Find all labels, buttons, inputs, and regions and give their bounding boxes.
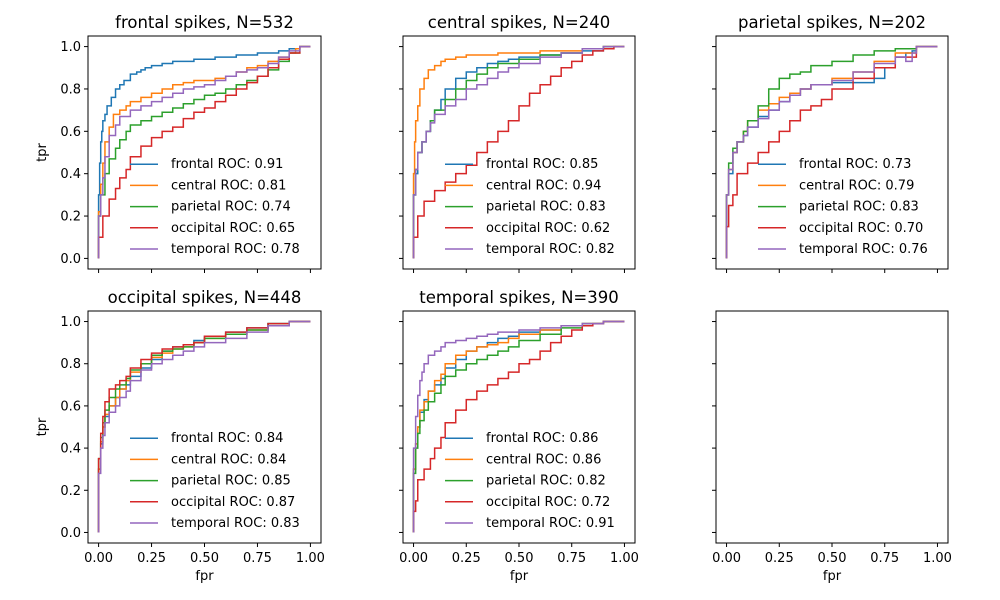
roc-curve-temporal: [725, 45, 938, 259]
legend: frontal ROC: 0.73 central ROC: 0.79 pariet…: [758, 157, 928, 257]
roc-curve-central: [412, 320, 625, 533]
legend: frontal ROC: 0.86 central ROC: 0.86 pariet…: [445, 431, 615, 531]
x-axis-label: fpr: [195, 569, 214, 584]
legend-entry-temporal: temporal ROC: 0.83: [171, 516, 300, 531]
y-tick-label: 0.6: [60, 125, 81, 140]
subplot-5: 0.00 0.25 0.50 0.75 1.00 temporal spikes, N=3…: [399, 288, 639, 584]
x-tick-label: 0.50: [818, 551, 847, 566]
series-group: [97, 45, 311, 259]
y-axis-label: tpr: [35, 143, 50, 162]
y-tick-label: 0.0: [60, 252, 81, 267]
series-group: [412, 320, 625, 533]
legend-entry-frontal: frontal ROC: 0.73: [799, 157, 911, 172]
legend-entry-central: central ROC: 0.86: [486, 452, 601, 467]
roc-curve-parietal: [412, 320, 625, 533]
y-tick-label: 0.8: [60, 82, 81, 97]
legend-entry-central: central ROC: 0.79: [799, 178, 914, 193]
legend: frontal ROC: 0.85 central ROC: 0.94 pariet…: [445, 157, 615, 257]
x-tick-label: 0.00: [712, 551, 741, 566]
roc-curve-frontal: [97, 45, 311, 259]
roc-curve-occipital: [412, 320, 625, 533]
x-tick-label: 0.75: [870, 551, 899, 566]
subplot-1: 0.0 0.2 0.4 0.6 0.8 1.0 frontal spikes, N=532 t…: [35, 13, 322, 273]
roc-curve-occipital: [97, 45, 311, 259]
y-tick-label: 0.2: [60, 484, 81, 499]
x-tick-label: 0.75: [243, 551, 272, 566]
y-tick-label: 0.8: [60, 357, 81, 372]
x-tick-label: 0.50: [505, 551, 534, 566]
y-tick-label: 0.4: [60, 167, 81, 182]
x-tick-label: 1.00: [296, 551, 325, 566]
legend-entry-occipital: occipital ROC: 0.87: [171, 495, 295, 510]
legend-entry-parietal: parietal ROC: 0.82: [486, 474, 606, 489]
legend-entry-frontal: frontal ROC: 0.84: [171, 431, 283, 446]
x-tick-label: 1.00: [923, 551, 952, 566]
roc-curve-central: [412, 45, 625, 259]
y-tick-label: 1.0: [60, 40, 81, 55]
legend-entry-occipital: occipital ROC: 0.62: [486, 221, 610, 236]
legend-entry-parietal: parietal ROC: 0.83: [486, 200, 606, 215]
series-group: [97, 320, 311, 533]
legend-entry-temporal: temporal ROC: 0.91: [486, 516, 615, 531]
axes-frame: [715, 310, 949, 544]
y-tick-label: 0.4: [60, 442, 81, 457]
subplot-title: central spikes, N=240: [428, 13, 610, 32]
subplot-2: central spikes, N=240 frontal ROC: 0.85 ce…: [399, 13, 636, 273]
series-group: [725, 45, 938, 259]
x-tick-label: 0.00: [399, 551, 428, 566]
legend-entry-temporal: temporal ROC: 0.76: [799, 242, 928, 257]
roc-curve-occipital: [97, 320, 311, 533]
legend-entry-frontal: frontal ROC: 0.91: [171, 157, 283, 172]
x-tick-label: 0.00: [84, 551, 113, 566]
legend-entry-parietal: parietal ROC: 0.85: [171, 474, 291, 489]
legend-entry-frontal: frontal ROC: 0.86: [486, 431, 598, 446]
legend-entry-parietal: parietal ROC: 0.74: [171, 200, 291, 215]
roc-curve-parietal: [725, 45, 938, 259]
x-axis-label: fpr: [510, 569, 529, 584]
legend-entry-occipital: occipital ROC: 0.65: [171, 221, 295, 236]
subplot-6: 0.00 0.25 0.50 0.75 1.00 fpr: [712, 310, 952, 584]
legend-entry-occipital: occipital ROC: 0.72: [486, 495, 610, 510]
roc-curve-temporal: [412, 320, 625, 533]
legend-entry-central: central ROC: 0.81: [171, 178, 286, 193]
y-tick-label: 0.0: [60, 526, 81, 541]
legend: frontal ROC: 0.84 central ROC: 0.84 pariet…: [130, 431, 300, 531]
x-tick-label: 0.50: [190, 551, 219, 566]
x-tick-label: 1.00: [610, 551, 639, 566]
roc-curve-temporal: [97, 45, 311, 259]
x-axis-label: fpr: [823, 569, 842, 584]
roc-curve-occipital: [725, 45, 938, 259]
roc-curve-temporal: [97, 320, 311, 533]
legend-entry-parietal: parietal ROC: 0.83: [799, 200, 919, 215]
y-tick-label: 0.6: [60, 399, 81, 414]
roc-curve-central: [97, 45, 311, 259]
legend-entry-central: central ROC: 0.84: [171, 452, 286, 467]
legend-entry-temporal: temporal ROC: 0.78: [171, 242, 300, 257]
roc-curve-occipital: [412, 45, 625, 259]
legend-entry-frontal: frontal ROC: 0.85: [486, 157, 598, 172]
x-tick-label: 0.75: [557, 551, 586, 566]
legend-entry-temporal: temporal ROC: 0.82: [486, 242, 615, 257]
series-group: [412, 45, 625, 259]
subplot-3: parietal spikes, N=202 frontal ROC: 0.73 c…: [712, 13, 949, 273]
legend-entry-occipital: occipital ROC: 0.70: [799, 221, 923, 236]
roc-curve-temporal: [412, 45, 625, 259]
y-tick-label: 1.0: [60, 315, 81, 330]
subplot-title: frontal spikes, N=532: [115, 13, 294, 32]
subplot-4: 0.00 0.25 0.50 0.75 1.00 0.0 0.2 0.4 0.6 0.8 1.0 oc…: [35, 288, 325, 584]
subplot-title: temporal spikes, N=390: [419, 288, 619, 307]
x-tick-label: 0.25: [452, 551, 481, 566]
y-axis-label: tpr: [35, 417, 50, 436]
legend: frontal ROC: 0.91 central ROC: 0.81 pariet…: [130, 157, 300, 257]
legend-entry-central: central ROC: 0.94: [486, 178, 601, 193]
x-tick-label: 0.25: [765, 551, 794, 566]
subplot-title: occipital spikes, N=448: [108, 288, 302, 307]
subplot-title: parietal spikes, N=202: [738, 13, 926, 32]
y-tick-label: 0.2: [60, 210, 81, 225]
x-tick-label: 0.25: [137, 551, 166, 566]
